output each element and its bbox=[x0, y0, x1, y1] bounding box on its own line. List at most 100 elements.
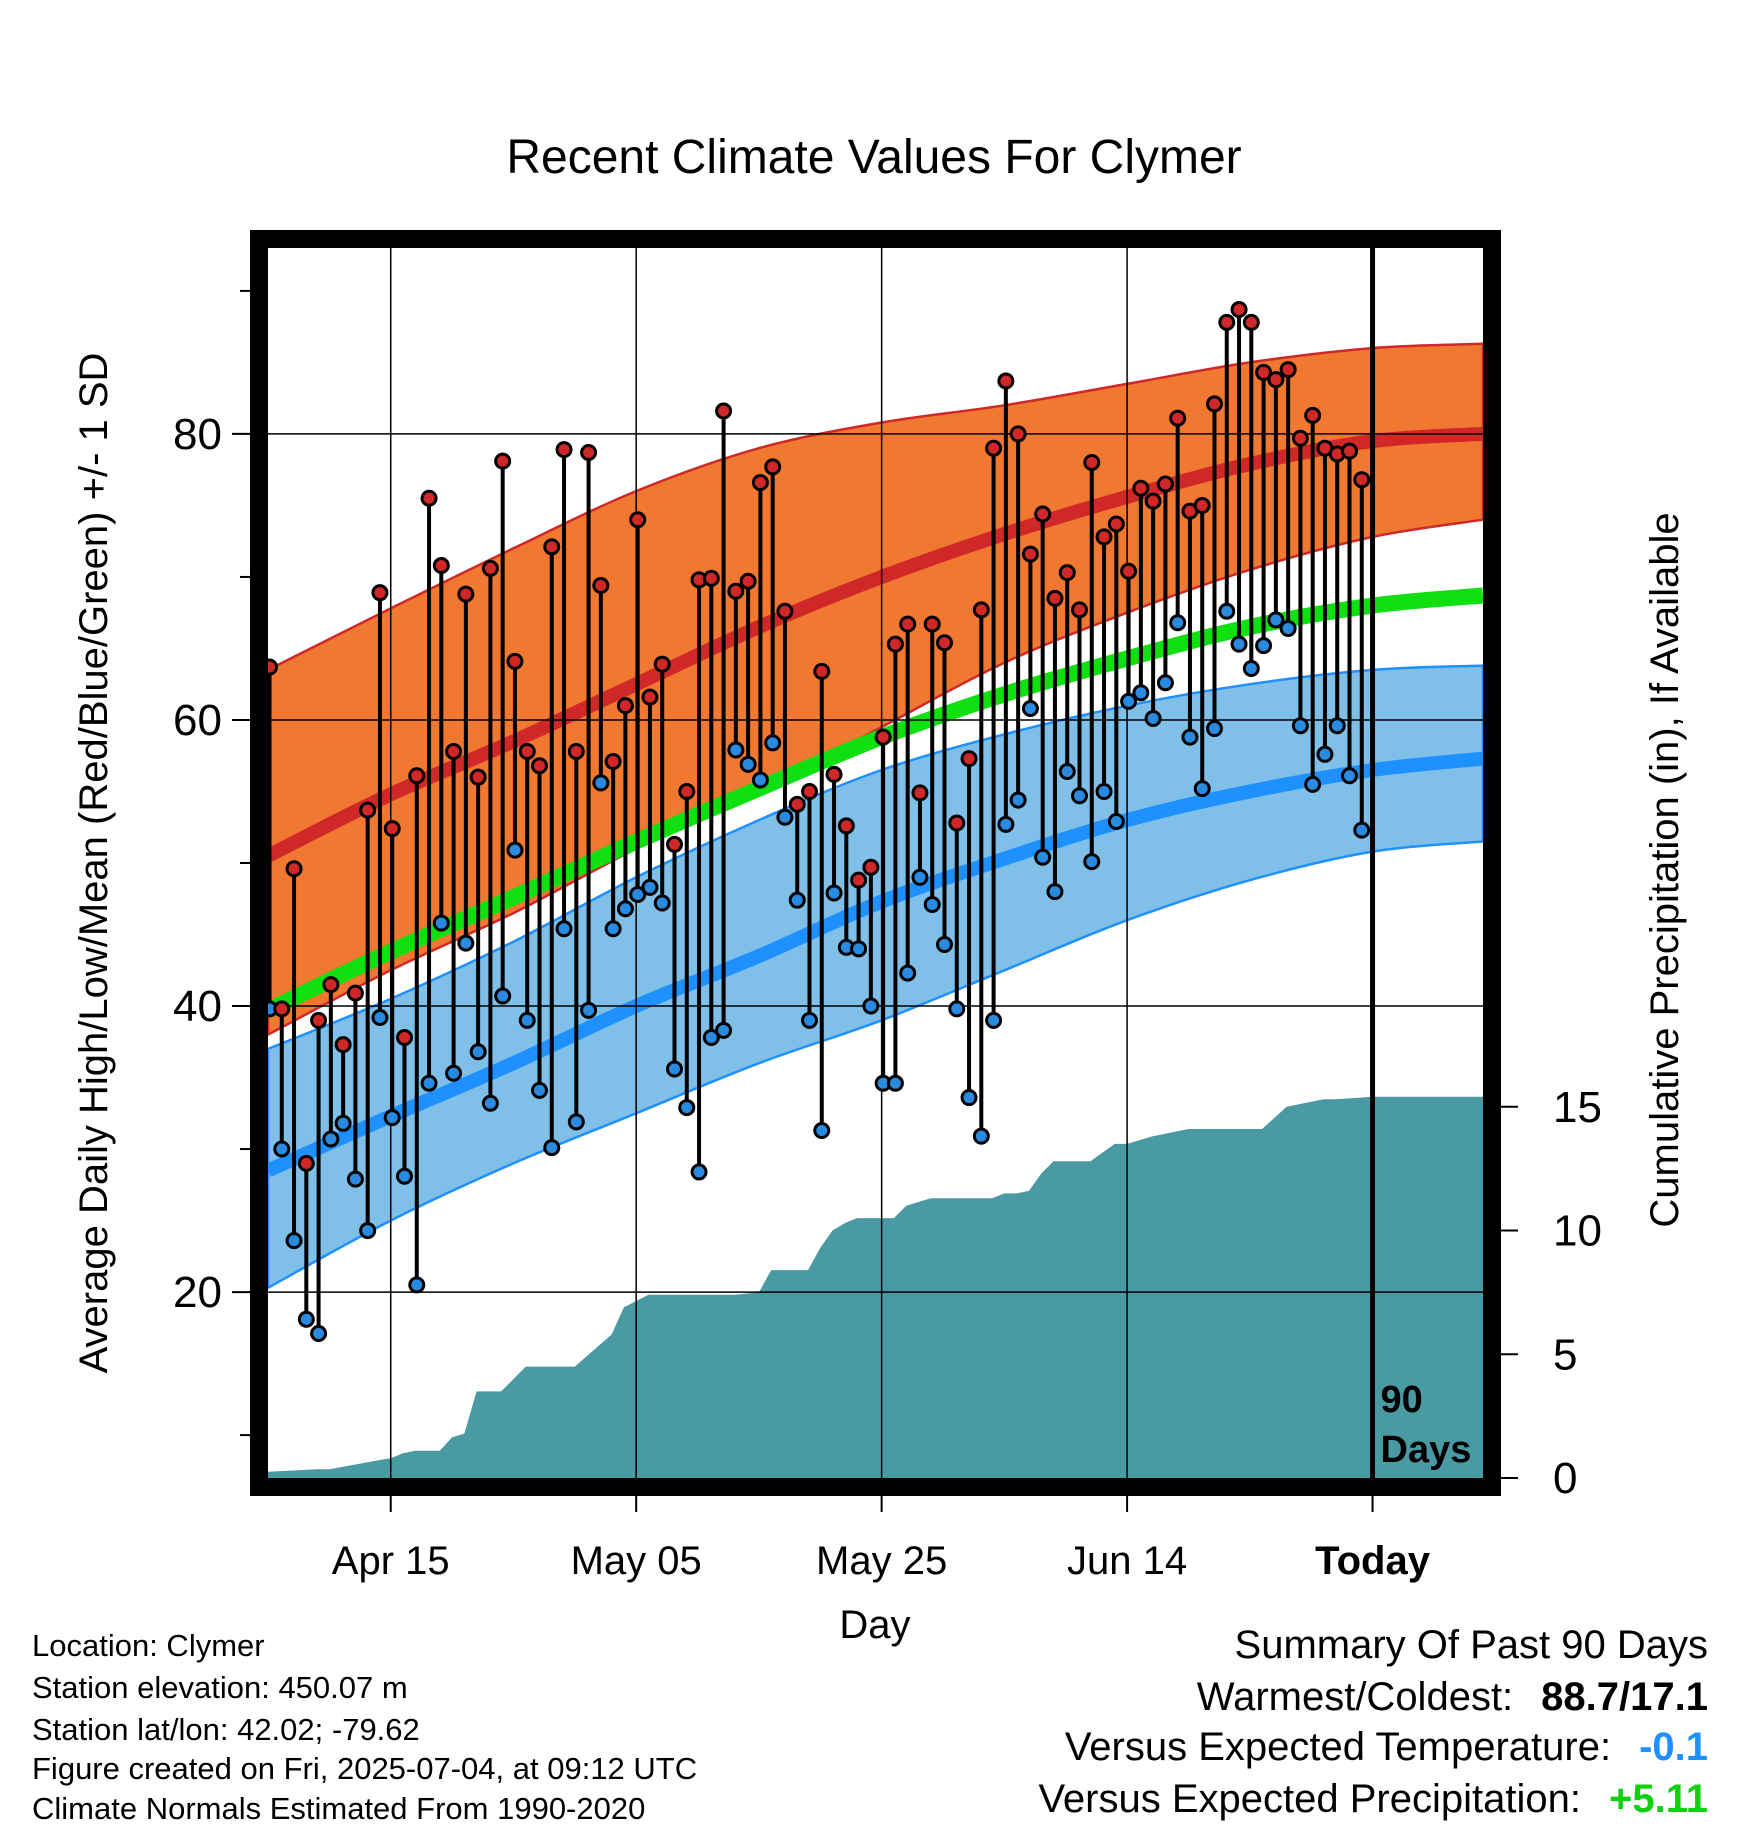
x-tick-label: Jun 14 bbox=[1067, 1539, 1187, 1583]
daily-high-point bbox=[801, 782, 818, 800]
daily-high-point bbox=[445, 742, 463, 760]
daily-high-point bbox=[911, 784, 929, 802]
summary-precip-value: +5.11 bbox=[1608, 1777, 1708, 1821]
daily-high-point bbox=[359, 801, 377, 819]
daily-high-point bbox=[285, 860, 303, 878]
daily-low-point bbox=[972, 1127, 990, 1145]
daily-high-point bbox=[1304, 406, 1322, 424]
summary-warm-cold-value: 88.7/17.1 bbox=[1541, 1675, 1708, 1719]
daily-high-point bbox=[874, 728, 892, 746]
daily-high-point bbox=[334, 1036, 352, 1054]
daily-low-point bbox=[469, 1043, 487, 1061]
y-left-tick-label: 80 bbox=[173, 410, 222, 459]
daily-low-point bbox=[1206, 720, 1223, 738]
daily-high-point bbox=[1353, 471, 1371, 489]
daily-high-point bbox=[1279, 361, 1297, 379]
daily-low-point bbox=[825, 884, 843, 902]
daily-low-point bbox=[948, 1000, 966, 1018]
daily-low-point bbox=[899, 964, 917, 982]
daily-low-point bbox=[481, 1094, 499, 1112]
daily-high-point bbox=[1193, 496, 1211, 514]
daily-high-point bbox=[616, 697, 634, 715]
daily-high-point bbox=[629, 511, 647, 529]
chart-title: Recent Climate Values For Clymer bbox=[506, 131, 1242, 184]
daily-high-point bbox=[1218, 313, 1236, 331]
daily-high-point bbox=[997, 372, 1015, 390]
daily-low-point bbox=[715, 1021, 733, 1039]
daily-high-point bbox=[886, 635, 904, 653]
daily-low-point bbox=[567, 1113, 585, 1131]
daily-low-point bbox=[322, 1130, 340, 1148]
daily-low-point bbox=[653, 894, 671, 912]
daily-high-point bbox=[948, 814, 966, 832]
summary-precip: Versus Expected Precipitation: +5.11 bbox=[1038, 1776, 1708, 1822]
daily-low-point bbox=[408, 1276, 426, 1294]
daily-low-point bbox=[285, 1232, 303, 1250]
daily-high-point bbox=[788, 795, 806, 813]
daily-low-point bbox=[1316, 745, 1334, 763]
daily-low-point bbox=[432, 914, 450, 932]
y-left-tick-label: 60 bbox=[173, 696, 222, 745]
summary-warm-cold-label: Warmest/Coldest: bbox=[1196, 1675, 1514, 1719]
daily-high-point bbox=[555, 441, 573, 459]
summary-temp-value: -0.1 bbox=[1639, 1725, 1708, 1769]
daily-high-point bbox=[739, 572, 757, 590]
daily-low-point bbox=[1046, 883, 1064, 901]
precipitation-area bbox=[268, 1096, 1483, 1478]
daily-high-point bbox=[1095, 528, 1113, 546]
daily-low-point bbox=[1193, 780, 1211, 798]
daily-high-point bbox=[666, 835, 683, 853]
x-tick-label: May 05 bbox=[571, 1539, 702, 1583]
daily-low-point bbox=[383, 1109, 401, 1127]
daily-high-point bbox=[715, 402, 733, 420]
daily-low-point bbox=[1279, 619, 1297, 637]
daily-low-point bbox=[666, 1060, 683, 1078]
daily-low-point bbox=[1328, 717, 1346, 735]
daily-low-point bbox=[1107, 813, 1125, 831]
daily-low-point bbox=[1058, 762, 1076, 780]
daily-high-point bbox=[1169, 409, 1187, 427]
summary-heading: Summary Of Past 90 Days bbox=[1234, 1623, 1708, 1667]
daily-low-point bbox=[1021, 700, 1039, 718]
daily-low-point bbox=[592, 774, 610, 792]
daily-high-point bbox=[383, 820, 401, 838]
daily-low-point bbox=[494, 987, 512, 1005]
daily-low-point bbox=[1181, 728, 1199, 746]
y-right-tick-label: 15 bbox=[1553, 1083, 1602, 1132]
daily-low-point bbox=[1071, 787, 1088, 805]
daily-low-point bbox=[531, 1081, 548, 1099]
daily-low-point bbox=[911, 868, 929, 886]
y-right-tick-label: 5 bbox=[1553, 1330, 1577, 1379]
daily-high-point bbox=[457, 585, 475, 603]
daily-low-point bbox=[801, 1011, 818, 1029]
daily-high-point bbox=[1144, 492, 1162, 510]
daily-high-point bbox=[518, 742, 536, 760]
daily-high-point bbox=[678, 782, 696, 800]
daily-low-point bbox=[310, 1325, 328, 1343]
daily-low-point bbox=[1218, 602, 1236, 620]
daily-high-point bbox=[751, 474, 769, 492]
daily-low-point bbox=[616, 900, 634, 918]
daily-low-point bbox=[960, 1089, 978, 1107]
y-axis-label-right: Cumulative Precipitation (in), If Availa… bbox=[1643, 512, 1687, 1227]
daily-high-point bbox=[322, 976, 340, 994]
daily-low-point bbox=[1304, 775, 1322, 793]
daily-low-point bbox=[1009, 791, 1027, 809]
daily-high-point bbox=[1083, 454, 1101, 472]
today-days-count: 90 bbox=[1381, 1379, 1423, 1421]
daily-high-point bbox=[396, 1028, 413, 1046]
daily-low-point bbox=[788, 891, 806, 909]
daily-low-point bbox=[543, 1139, 561, 1157]
daily-low-point bbox=[702, 1028, 720, 1046]
daily-low-point bbox=[1353, 821, 1371, 839]
daily-high-point bbox=[1034, 505, 1052, 523]
daily-low-point bbox=[1095, 782, 1113, 800]
daily-low-point bbox=[420, 1074, 438, 1092]
daily-low-point bbox=[1341, 767, 1358, 785]
daily-high-point bbox=[653, 655, 671, 673]
daily-high-point bbox=[862, 858, 880, 876]
daily-high-point bbox=[371, 584, 389, 602]
daily-low-point bbox=[457, 934, 475, 952]
daily-high-point bbox=[923, 615, 941, 633]
daily-high-point bbox=[727, 582, 745, 600]
